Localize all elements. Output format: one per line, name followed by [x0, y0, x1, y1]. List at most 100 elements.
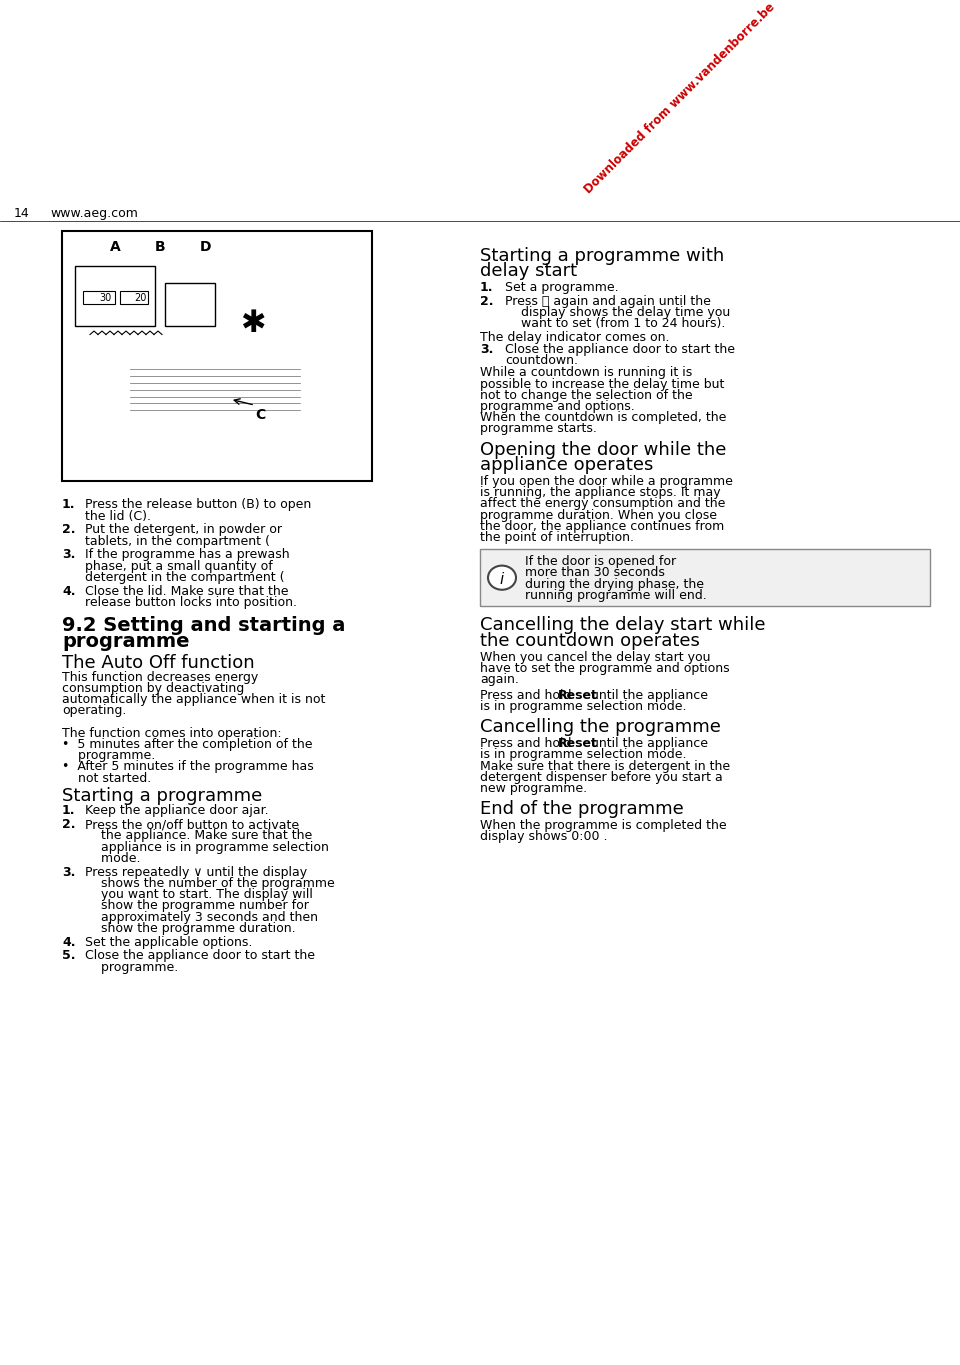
Text: If the door is opened for: If the door is opened for — [525, 556, 676, 568]
Text: mode.: mode. — [85, 852, 140, 865]
Text: 1.: 1. — [480, 281, 493, 293]
Text: The Auto Off function: The Auto Off function — [62, 654, 254, 672]
Text: Make sure that there is detergent in the: Make sure that there is detergent in the — [480, 760, 731, 773]
Text: Opening the door while the: Opening the door while the — [480, 441, 727, 459]
Text: programme starts.: programme starts. — [480, 422, 597, 435]
Text: i: i — [500, 572, 504, 587]
Text: This function decreases energy: This function decreases energy — [62, 670, 258, 684]
Text: Press and hold: Press and hold — [480, 689, 575, 702]
Text: When the countdown is completed, the: When the countdown is completed, the — [480, 411, 727, 425]
Text: The function comes into operation:: The function comes into operation: — [62, 728, 281, 740]
Text: End of the programme: End of the programme — [480, 800, 684, 818]
Text: detergent in the compartment (: detergent in the compartment ( — [85, 571, 284, 584]
Text: D: D — [200, 240, 211, 254]
Text: 2.: 2. — [62, 818, 76, 831]
Text: running programme will end.: running programme will end. — [525, 588, 707, 602]
Text: Press the on/off button to activate: Press the on/off button to activate — [85, 818, 300, 831]
Bar — [165, 283, 215, 326]
Text: is in programme selection mode.: is in programme selection mode. — [480, 748, 686, 762]
Text: new programme.: new programme. — [480, 782, 588, 794]
Text: When the programme is completed the: When the programme is completed the — [480, 819, 727, 833]
Text: programme.: programme. — [62, 749, 156, 762]
Text: not started.: not started. — [62, 771, 152, 785]
Text: 14: 14 — [14, 207, 30, 220]
Text: Press and hold: Press and hold — [480, 737, 575, 751]
Text: www.aeg.com: www.aeg.com — [50, 207, 138, 220]
Text: consumption by deactivating: consumption by deactivating — [62, 682, 244, 695]
Text: 2.: 2. — [62, 523, 76, 536]
Bar — [480, 549, 930, 606]
Text: phase, put a small quantity of: phase, put a small quantity of — [85, 560, 273, 572]
Text: 3.: 3. — [480, 343, 493, 356]
Text: A: A — [110, 240, 121, 254]
Text: programme: programme — [62, 632, 189, 651]
Text: the lid (C).: the lid (C). — [85, 509, 151, 523]
Text: tablets, in the compartment (: tablets, in the compartment ( — [85, 535, 270, 547]
Text: possible to increase the delay time but: possible to increase the delay time but — [480, 378, 725, 390]
Text: Close the appliance door to start the: Close the appliance door to start the — [85, 949, 315, 962]
Text: Cancelling the programme: Cancelling the programme — [480, 718, 721, 736]
Text: Press ⏰ again and again until the: Press ⏰ again and again until the — [505, 295, 710, 308]
Text: 9.2 Setting and starting a: 9.2 Setting and starting a — [62, 617, 346, 636]
Bar — [75, 266, 155, 326]
Text: countdown.: countdown. — [505, 355, 578, 367]
Text: is in programme selection mode.: is in programme selection mode. — [480, 700, 686, 713]
Text: affect the energy consumption and the: affect the energy consumption and the — [480, 497, 726, 511]
Text: 4.: 4. — [62, 935, 76, 949]
Text: B: B — [155, 240, 166, 254]
Text: Close the lid. Make sure that the: Close the lid. Make sure that the — [85, 584, 289, 598]
Text: Press the release button (B) to open: Press the release button (B) to open — [85, 498, 311, 512]
Text: operating.: operating. — [62, 704, 127, 718]
Text: programme duration. When you close: programme duration. When you close — [480, 509, 717, 521]
Text: 4.: 4. — [62, 584, 76, 598]
Text: until the appliance: until the appliance — [587, 737, 708, 751]
Bar — [120, 291, 148, 304]
Text: Downloaded from www.vandenborre.be: Downloaded from www.vandenborre.be — [582, 1, 778, 197]
Text: again.: again. — [480, 673, 518, 687]
Text: Starting a programme: Starting a programme — [62, 788, 262, 805]
Text: programme and options.: programme and options. — [480, 400, 635, 414]
Text: the door, the appliance continues from: the door, the appliance continues from — [480, 520, 724, 532]
Text: is running, the appliance stops. It may: is running, the appliance stops. It may — [480, 486, 721, 500]
Text: appliance is in programme selection: appliance is in programme selection — [85, 841, 329, 853]
Text: programme.: programme. — [85, 961, 179, 973]
Text: show the programme duration.: show the programme duration. — [85, 921, 296, 935]
Text: ✱: ✱ — [240, 308, 266, 337]
Text: delay start: delay start — [480, 262, 577, 280]
Text: 1.: 1. — [62, 804, 76, 818]
Text: the point of interruption.: the point of interruption. — [480, 531, 634, 545]
Text: Starting a programme with: Starting a programme with — [480, 247, 724, 265]
Text: Keep the appliance door ajar.: Keep the appliance door ajar. — [85, 804, 269, 818]
Bar — [83, 291, 115, 304]
Text: 3.: 3. — [62, 865, 76, 879]
Text: 5.: 5. — [62, 949, 76, 962]
Text: 3.: 3. — [62, 549, 76, 561]
Text: not to change the selection of the: not to change the selection of the — [480, 389, 692, 401]
Text: 30: 30 — [99, 293, 111, 303]
Text: 2.: 2. — [480, 295, 493, 308]
Text: want to set (from 1 to 24 hours).: want to set (from 1 to 24 hours). — [505, 317, 726, 330]
Bar — [62, 231, 372, 480]
Text: Put the detergent, in powder or: Put the detergent, in powder or — [85, 523, 282, 536]
Text: the appliance. Make sure that the: the appliance. Make sure that the — [85, 830, 312, 842]
Text: approximately 3 seconds and then: approximately 3 seconds and then — [85, 910, 318, 924]
Text: While a countdown is running it is: While a countdown is running it is — [480, 366, 692, 379]
Text: release button locks into position.: release button locks into position. — [85, 595, 297, 609]
Text: display shows 0:00 .: display shows 0:00 . — [480, 830, 608, 844]
Text: have to set the programme and options: have to set the programme and options — [480, 662, 730, 676]
Text: until the appliance: until the appliance — [587, 689, 708, 702]
Text: Press repeatedly ∨ until the display: Press repeatedly ∨ until the display — [85, 865, 307, 879]
Text: 1.: 1. — [62, 498, 76, 512]
Text: Set a programme.: Set a programme. — [505, 281, 618, 293]
Text: the countdown operates: the countdown operates — [480, 632, 700, 650]
Text: automatically the appliance when it is not: automatically the appliance when it is n… — [62, 693, 325, 706]
Text: Close the appliance door to start the: Close the appliance door to start the — [505, 343, 735, 356]
Text: 20: 20 — [134, 293, 146, 303]
Text: appliance operates: appliance operates — [480, 456, 654, 474]
Circle shape — [488, 565, 516, 590]
Text: Reset: Reset — [558, 689, 598, 702]
Text: If you open the door while a programme: If you open the door while a programme — [480, 475, 732, 489]
Text: Cancelling the delay start while: Cancelling the delay start while — [480, 617, 765, 635]
Text: you want to start. The display will: you want to start. The display will — [85, 889, 313, 901]
Text: C: C — [255, 408, 265, 422]
